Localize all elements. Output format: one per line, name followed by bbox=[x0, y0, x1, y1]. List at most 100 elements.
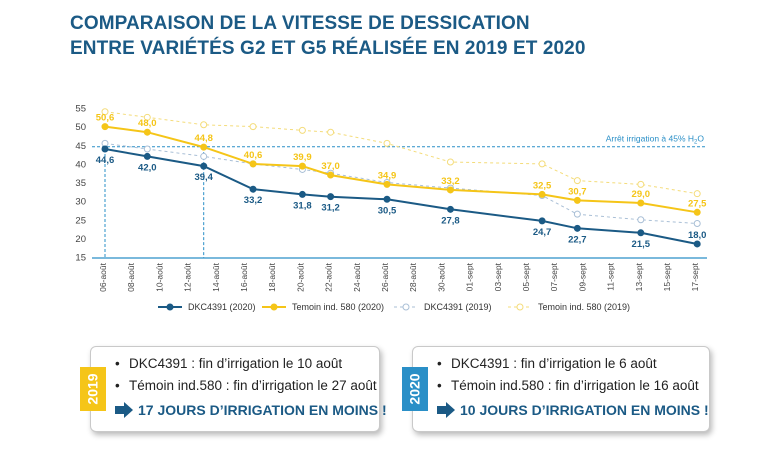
data-point bbox=[637, 216, 645, 224]
data-label: 29,0 bbox=[632, 189, 651, 200]
x-tick-label: 09-sept bbox=[577, 262, 587, 291]
x-tick-label: 03-sept bbox=[493, 262, 503, 291]
x-tick-label: 05-sept bbox=[521, 262, 531, 291]
data-point bbox=[383, 139, 391, 147]
bullet-icon: • bbox=[115, 356, 120, 371]
x-tick-label: 10-août bbox=[154, 262, 164, 291]
data-point bbox=[143, 152, 151, 160]
data-point bbox=[573, 177, 581, 185]
data-label: 30,7 bbox=[568, 186, 587, 197]
legend-label: Temoin ind. 580 (2019) bbox=[538, 302, 630, 312]
x-tick-label: 12-août bbox=[183, 262, 193, 291]
data-label: 34,9 bbox=[378, 170, 397, 181]
bullet-icon: • bbox=[115, 378, 120, 393]
data-label: 30,5 bbox=[378, 205, 397, 216]
data-point bbox=[693, 240, 701, 248]
legend-marker bbox=[166, 303, 174, 311]
data-point bbox=[637, 180, 645, 188]
arrow-head-icon bbox=[446, 402, 455, 418]
data-point bbox=[143, 145, 151, 153]
data-point bbox=[693, 219, 701, 227]
data-point bbox=[573, 210, 581, 218]
data-point bbox=[200, 152, 208, 160]
legend-label: DKC4391 (2019) bbox=[424, 302, 492, 312]
legend-label: Temoin ind. 580 (2020) bbox=[292, 302, 384, 312]
legend-label: DKC4391 (2020) bbox=[188, 302, 256, 312]
data-point bbox=[446, 158, 454, 166]
legend-marker bbox=[516, 303, 524, 311]
year-tag-2019: 2019 bbox=[80, 367, 106, 411]
data-label: 48,0 bbox=[138, 118, 157, 129]
x-tick-label: 17-sept bbox=[690, 262, 700, 291]
data-label: 22,7 bbox=[568, 234, 587, 245]
bullet-icon: • bbox=[437, 356, 442, 371]
data-point bbox=[637, 199, 645, 207]
conclusion-text: 17 JOURS D’IRRIGATION EN MOINS ! bbox=[138, 402, 387, 418]
data-point bbox=[327, 128, 335, 136]
series-line bbox=[104, 142, 698, 224]
x-tick-label: 16-août bbox=[239, 262, 249, 291]
x-tick-label: 28-août bbox=[408, 262, 418, 291]
summary-line-2: • Témoin ind.580 : fin d’irrigation le 27… bbox=[115, 378, 377, 393]
x-tick-label: 08-août bbox=[126, 262, 136, 291]
series-line bbox=[104, 125, 698, 214]
summary-box-2020: 2020 • DKC4391 : fin d’irrigation le 6 ao… bbox=[402, 346, 710, 432]
legend-marker bbox=[270, 303, 278, 311]
data-point bbox=[101, 108, 109, 116]
data-label: 39,9 bbox=[293, 152, 312, 163]
y-tick-label: 25 bbox=[75, 215, 86, 226]
y-tick-label: 40 bbox=[75, 159, 86, 170]
data-point bbox=[637, 229, 645, 237]
x-tick-label: 06-août bbox=[98, 262, 108, 291]
data-label: 39,4 bbox=[194, 172, 213, 183]
data-point bbox=[538, 217, 546, 225]
x-tick-label: 14-août bbox=[211, 262, 221, 291]
x-tick-label: 18-août bbox=[267, 262, 277, 291]
data-point bbox=[143, 128, 151, 136]
data-label: 27,8 bbox=[441, 215, 460, 226]
x-tick-label: 30-août bbox=[436, 262, 446, 291]
bullet-icon: • bbox=[437, 378, 442, 393]
data-point bbox=[327, 171, 335, 179]
y-tick-label: 50 bbox=[75, 122, 86, 133]
data-point bbox=[298, 190, 306, 198]
year-tag-label: 2020 bbox=[407, 373, 423, 405]
data-label: 27,5 bbox=[688, 198, 707, 209]
data-label: 32,5 bbox=[533, 180, 552, 191]
data-point bbox=[538, 160, 546, 168]
conclusion-text: 10 JOURS D’IRRIGATION EN MOINS ! bbox=[460, 402, 709, 418]
data-label: 42,0 bbox=[138, 162, 157, 173]
data-point bbox=[101, 123, 109, 131]
line-chart: 15 20 25 30 35 40 45 50 55 06-août 08-août 10-août 1… bbox=[75, 104, 707, 313]
summary-text: Témoin ind.580 : fin d’irrigation le 27 … bbox=[129, 378, 377, 393]
data-label: 31,8 bbox=[293, 200, 312, 211]
data-label: 21,5 bbox=[632, 239, 651, 250]
threshold-label: Arrêt irrigation à 45% H2O bbox=[606, 134, 705, 146]
series-line bbox=[104, 111, 698, 195]
data-point bbox=[298, 126, 306, 134]
x-tick-label: 07-sept bbox=[549, 262, 559, 291]
summary-text: Témoin ind.580 : fin d’irrigation le 16 … bbox=[451, 378, 699, 393]
title-line-1: COMPARAISON DE LA VITESSE DE DESSICATION bbox=[70, 13, 530, 34]
data-label: 37,0 bbox=[321, 161, 340, 172]
data-point bbox=[249, 123, 257, 131]
data-label: 31,2 bbox=[321, 203, 340, 214]
legend-marker bbox=[402, 303, 410, 311]
arrow-right-icon bbox=[115, 406, 124, 414]
data-point bbox=[446, 186, 454, 194]
y-tick-label: 30 bbox=[75, 197, 86, 208]
data-point bbox=[101, 145, 109, 153]
data-label: 50,6 bbox=[96, 113, 115, 124]
conclusion: 17 JOURS D’IRRIGATION EN MOINS ! bbox=[115, 402, 387, 418]
data-point bbox=[383, 195, 391, 203]
data-label: 33,2 bbox=[244, 195, 263, 206]
conclusion: 10 JOURS D’IRRIGATION EN MOINS ! bbox=[437, 402, 709, 418]
x-tick-label: 20-août bbox=[295, 262, 305, 291]
summary-text: DKC4391 : fin d’irrigation le 6 août bbox=[451, 356, 657, 371]
summary-text: DKC4391 : fin d’irrigation le 10 août bbox=[129, 356, 343, 371]
data-point bbox=[200, 162, 208, 170]
data-label: 44,8 bbox=[194, 133, 213, 144]
data-point bbox=[143, 113, 151, 121]
data-point bbox=[693, 190, 701, 198]
data-point bbox=[298, 162, 306, 170]
